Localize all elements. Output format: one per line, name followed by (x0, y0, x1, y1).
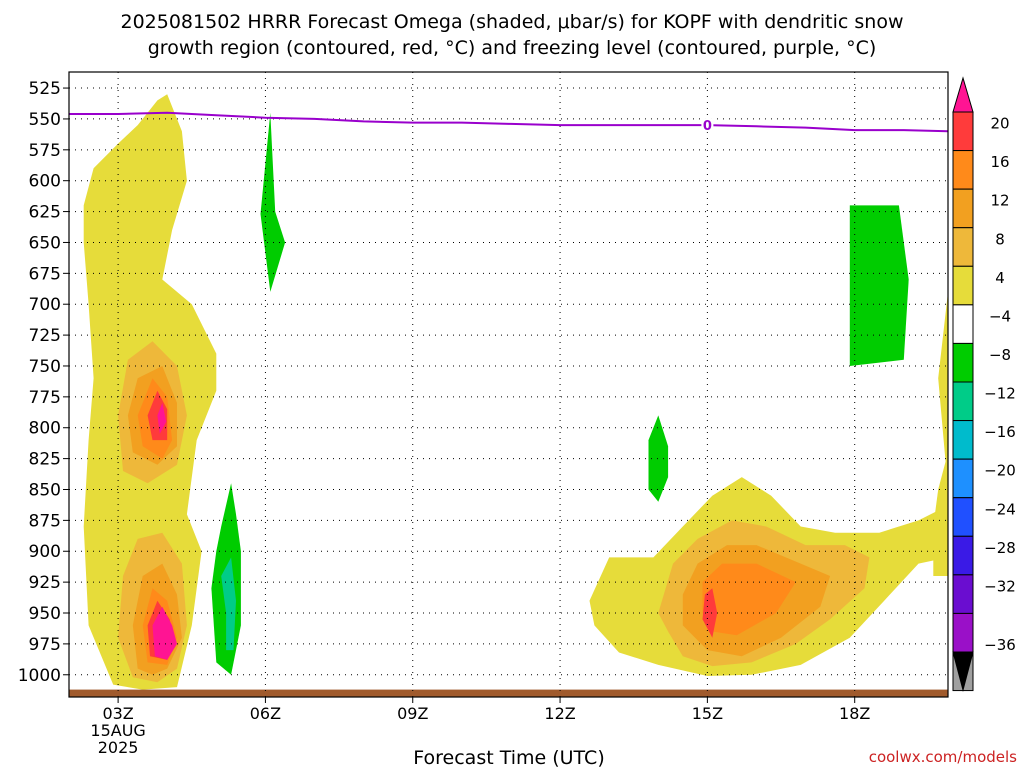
y-tick-label: 525 (29, 79, 61, 99)
colorbar-swatch (952, 265, 974, 306)
omega-region-19 (702, 563, 796, 636)
y-tick-label: 850 (29, 480, 61, 500)
chart-title-line1: 2025081502 HRRR Forecast Omega (shaded, … (120, 11, 903, 33)
colorbar-label: −32 (984, 577, 1016, 595)
y-tick-label: 550 (29, 110, 61, 130)
y-tick-label: 875 (29, 511, 61, 531)
y-tick-label: 625 (29, 203, 61, 223)
colorbar-bottom-arrow (952, 651, 974, 692)
x-tick-label: 06Z (250, 704, 281, 723)
y-tick-label: 925 (29, 573, 61, 593)
y-tick-label: 650 (29, 233, 61, 253)
y-tick-label: 900 (29, 542, 61, 562)
colorbar-swatch (952, 612, 974, 653)
chart-title-line2: growth region (contoured, red, °C) and f… (148, 37, 877, 59)
omega-shaded-regions (83, 94, 948, 690)
x-tick-label: 18Z (839, 704, 870, 723)
y-tick-label: 950 (29, 604, 61, 624)
colorbar-swatch (952, 535, 974, 576)
x-tick-label: 15Z (692, 704, 723, 723)
omega-region-14 (648, 415, 669, 502)
colorbar-swatch (952, 188, 974, 229)
colorbar-label: −4 (989, 307, 1011, 325)
omega-region-10 (152, 606, 177, 660)
omega-region-20 (702, 588, 718, 638)
colorbar: 20 16 12 8 4 −4 −8 −12 −16 −20 −24 −28 −32 −36 (952, 76, 1016, 692)
colorbar-label: −20 (984, 462, 1016, 480)
y-tick-label: 800 (29, 419, 61, 439)
colorbar-label: −12 (984, 385, 1016, 403)
y-tick-label: 975 (29, 635, 61, 655)
y-tick-label: 700 (29, 295, 61, 315)
x-axis-label: Forecast Time (UTC) (413, 747, 604, 768)
colorbar-label: −36 (984, 636, 1016, 654)
omega-region-11 (260, 112, 286, 292)
x-tick-label: 12Z (544, 704, 575, 723)
colorbar-swatch (952, 381, 974, 422)
colorbar-label: 20 (990, 115, 1009, 133)
colorbar-swatch (952, 420, 974, 460)
freezing-level-contour: 0 (69, 111, 949, 134)
freezing-label-bg (701, 118, 714, 133)
omega-region-5 (157, 403, 167, 434)
colorbar-label: −8 (989, 346, 1011, 364)
ground-layer (69, 689, 948, 697)
colorbar-swatch (952, 304, 974, 344)
colorbar-swatch (952, 150, 974, 190)
colorbar-swatch (952, 342, 974, 383)
colorbar-label: 12 (990, 192, 1009, 210)
y-tick-label: 600 (29, 172, 61, 192)
plot-frame (68, 71, 949, 698)
x-tick-label: 09Z (397, 704, 428, 723)
colorbar-swatch (952, 574, 974, 614)
omega-region-13 (221, 557, 236, 651)
colorbar-label: 4 (995, 269, 1005, 287)
colorbar-swatch (952, 227, 974, 267)
y-tick-label: 825 (29, 450, 61, 470)
colorbar-swatch (952, 111, 974, 152)
y-tick-label: 675 (29, 264, 61, 284)
grid-lines (69, 72, 948, 697)
colorbar-top-arrow (952, 76, 974, 113)
y-tick-label: 1000 (18, 666, 61, 686)
colorbar-label: −16 (984, 423, 1016, 441)
x-date-day: 15AUG (90, 721, 145, 740)
colorbar-label: −24 (984, 500, 1016, 518)
x-tick-label: 03Z (102, 704, 133, 723)
colorbar-swatch (952, 458, 974, 499)
colorbar-label: 8 (995, 230, 1005, 248)
y-tick-label: 575 (29, 141, 61, 161)
y-tick-label: 775 (29, 388, 61, 408)
colorbar-label: −28 (984, 539, 1016, 557)
y-tick-label: 750 (29, 357, 61, 377)
x-date-year: 2025 (98, 738, 139, 757)
colorbar-label: 16 (990, 153, 1009, 171)
ground-strip (69, 689, 948, 697)
colorbar-swatch (952, 497, 974, 537)
x-axis: 03Z 06Z 09Z 12Z 15Z 18Z (102, 697, 870, 723)
freezing-level-line (69, 111, 949, 133)
omega-region-21 (933, 452, 948, 576)
watermark: coolwx.com/models (869, 748, 1017, 766)
y-tick-label: 725 (29, 326, 61, 346)
freezing-level-label: 0 (703, 119, 712, 134)
y-axis: 525 550 575 600 625 650 675 700 725 750 775 800 825 8… (18, 79, 69, 686)
omega-region-15 (849, 205, 909, 366)
